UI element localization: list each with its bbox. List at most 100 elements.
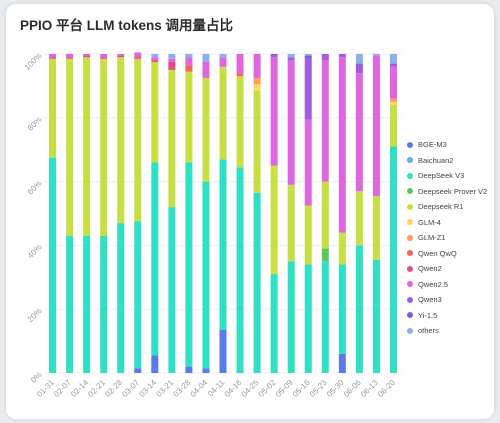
- bar-stack: [151, 54, 159, 373]
- legend-item[interactable]: GLM-Z1: [407, 230, 497, 246]
- legend-swatch: [407, 188, 413, 195]
- bar-segment: [134, 57, 142, 59]
- bar-segment: [202, 77, 210, 182]
- bar-segment: [355, 191, 363, 246]
- bar-segment: [389, 101, 397, 106]
- bar-segment: [389, 105, 397, 147]
- bar-stack: [219, 54, 227, 373]
- bar-segment: [304, 205, 312, 265]
- bar-stack: [355, 54, 363, 373]
- bar-segment: [372, 55, 380, 196]
- legend-swatch: [407, 141, 413, 148]
- legend-item[interactable]: others: [407, 323, 497, 339]
- legend-item[interactable]: DeepSeek V3: [407, 168, 497, 184]
- bar-segment: [202, 368, 210, 373]
- x-tick-label: 05-16: [291, 378, 312, 399]
- bar-segment: [117, 54, 125, 56]
- x-tick-label: 03-07: [120, 378, 141, 399]
- bar-segment: [49, 58, 57, 158]
- bar-segment: [355, 73, 363, 192]
- bar-segment: [304, 264, 312, 373]
- bar-segment: [151, 61, 159, 163]
- legend-item[interactable]: Qwen3: [407, 292, 497, 308]
- legend-label: Qwen3: [418, 295, 442, 305]
- x-tick-label: 05-23: [308, 378, 329, 399]
- legend-item[interactable]: Baichuan2: [407, 153, 497, 169]
- x-tick-label: 02-07: [52, 378, 73, 399]
- x-tick-label: 02-21: [86, 378, 107, 399]
- bar-segment: [49, 157, 57, 373]
- chart-title: PPIO 平台 LLM tokens 调用量占比: [20, 18, 234, 33]
- x-tick-label: 06-06: [342, 378, 363, 399]
- legend-label: GLM-Z1: [418, 233, 446, 243]
- legend-label: DeepSeek V3: [418, 171, 465, 181]
- legend-swatch: [407, 203, 413, 210]
- bar-segment: [202, 61, 210, 78]
- bar-segment: [185, 54, 193, 58]
- bar-segment: [83, 57, 91, 236]
- bar-segment: [168, 54, 176, 59]
- bar-segment: [185, 65, 193, 72]
- bar-segment: [253, 90, 261, 193]
- legend-label: others: [418, 326, 439, 336]
- x-tick-label: 04-11: [206, 378, 227, 399]
- bar-segment: [389, 63, 397, 67]
- bar-segment: [151, 355, 159, 373]
- bar-segment: [185, 57, 193, 66]
- bar-segment: [338, 264, 346, 354]
- bar-stack: [185, 54, 193, 373]
- bar-segment: [304, 58, 312, 120]
- bar-segment: [270, 165, 278, 275]
- bar-segment: [389, 98, 397, 102]
- legend-item[interactable]: GLM-4: [407, 215, 497, 231]
- legend-item[interactable]: Qwen2.5: [407, 277, 497, 293]
- bar-segment: [355, 245, 363, 373]
- bar-stack: [287, 54, 295, 373]
- bar-segment: [168, 207, 176, 373]
- bar-segment: [100, 235, 108, 373]
- legend-swatch: [407, 157, 413, 164]
- x-tick-label: 06-20: [376, 378, 397, 399]
- legend-item[interactable]: Qwen QwQ: [407, 246, 497, 262]
- bar-segment: [117, 55, 125, 58]
- legend-item[interactable]: Deepseek Prover V2: [407, 184, 497, 200]
- legend-item[interactable]: BGE-M3: [407, 137, 497, 153]
- bar-stack: [202, 54, 210, 373]
- x-tick-label: 02-28: [103, 378, 124, 399]
- bar-segment: [168, 69, 176, 208]
- bar-segment: [372, 54, 380, 56]
- bar-segment: [355, 54, 363, 64]
- bar-segment: [236, 73, 244, 77]
- bar-segment: [253, 192, 261, 373]
- legend-label: Deepseek R1: [418, 202, 464, 212]
- bar-segment: [287, 57, 295, 61]
- x-tick-label: 03-21: [154, 378, 175, 399]
- y-tick-label: 0%: [29, 370, 44, 385]
- bar-segment: [66, 54, 74, 58]
- bar-segment: [253, 54, 261, 78]
- legend-label: Baichuan2: [418, 155, 454, 165]
- bar-segment: [304, 54, 312, 56]
- bar-segment: [338, 353, 346, 373]
- bar-segment: [287, 261, 295, 373]
- bar-segment: [185, 71, 193, 163]
- y-tick-label: 60%: [26, 179, 44, 197]
- legend-item[interactable]: Qwen2: [407, 261, 497, 277]
- bar-segment: [338, 54, 346, 58]
- bar-segment: [83, 55, 91, 58]
- bar-stack: [304, 54, 312, 373]
- legend-swatch: [407, 265, 413, 272]
- bar-segment: [321, 261, 329, 373]
- bar-segment: [117, 57, 125, 224]
- legend-item[interactable]: Deepseek R1: [407, 199, 497, 215]
- bar-segment: [83, 235, 91, 373]
- y-tick-label: 80%: [26, 115, 44, 133]
- bar-stack: [270, 54, 278, 373]
- legend-item[interactable]: Yi-1.5: [407, 308, 497, 324]
- bar-segment: [304, 55, 312, 59]
- bar-stack: [100, 54, 108, 373]
- bar-stack: [372, 54, 380, 373]
- bar-segment: [355, 63, 363, 74]
- bar-stack: [117, 54, 125, 373]
